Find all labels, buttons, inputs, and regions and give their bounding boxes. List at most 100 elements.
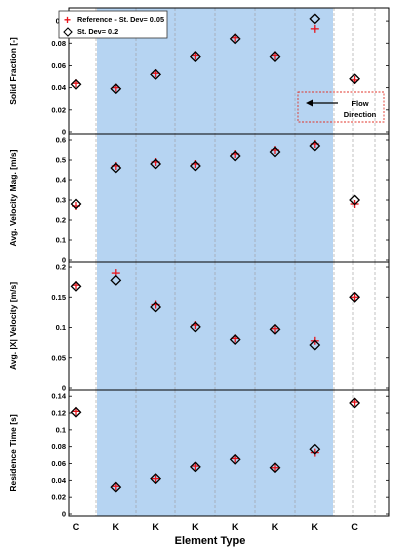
stdev-diamond-point xyxy=(189,461,201,473)
stdev-diamond-point xyxy=(110,83,122,95)
stdev-diamond-point xyxy=(70,280,82,292)
y-tick-label: 0.08 xyxy=(51,442,66,451)
y-tick-label: 0.05 xyxy=(51,353,66,362)
stdev-diamond-point xyxy=(189,160,201,172)
stdev-diamond-point xyxy=(150,68,162,80)
highlight-region xyxy=(97,134,333,262)
y-tick-label: 0.14 xyxy=(51,392,66,401)
stdev-diamond-point xyxy=(309,443,321,455)
stdev-diamond-point xyxy=(110,162,122,174)
y-tick-label: 0.06 xyxy=(51,61,66,70)
y-axis-label: Avg. |X| Velocity [m/s] xyxy=(8,282,18,370)
stdev-diamond-point xyxy=(189,321,201,333)
reference-plus-point xyxy=(350,293,359,302)
reference-plus-point xyxy=(72,407,80,416)
stdev-diamond-point xyxy=(349,194,361,206)
x-axis-label: Element Type xyxy=(175,535,246,547)
stdev-diamond-point xyxy=(70,78,82,90)
stdev-diamond-point xyxy=(110,481,122,493)
stdev-diamond-point xyxy=(349,73,361,85)
stdev-diamond-point xyxy=(150,301,162,313)
stdev-diamond-point xyxy=(150,158,162,170)
stdev-diamond-point xyxy=(229,33,241,45)
x-tick-label: C xyxy=(351,522,358,532)
stdev-diamond-point xyxy=(189,51,201,63)
legend-plus-marker: + xyxy=(64,13,71,27)
stdev-diamond-point xyxy=(110,274,122,286)
reference-plus-point xyxy=(231,454,240,463)
y-tick-label: 0.06 xyxy=(51,459,66,468)
reference-plus-point xyxy=(151,474,160,483)
y-tick-label: 0 xyxy=(62,256,66,265)
x-tick-label: K xyxy=(232,522,239,532)
stdev-diamond-point xyxy=(70,406,82,418)
stdev-diamond-point xyxy=(349,291,361,303)
legend: + Reference - St. Dev= 0.05 St. Dev= 0.2 xyxy=(58,10,168,39)
stdev-diamond-point xyxy=(349,397,361,409)
legend-box xyxy=(58,10,168,39)
x-tick-label: K xyxy=(312,522,319,532)
stdev-diamond-point xyxy=(70,198,82,210)
annotation-line1: Flow xyxy=(351,99,368,108)
reference-plus-point xyxy=(310,24,319,33)
y-tick-label: 0.08 xyxy=(51,39,66,48)
legend-reference-label: Reference - St. Dev= 0.05 xyxy=(77,15,164,24)
stdev-diamond-point xyxy=(229,150,241,162)
stdev-diamond-point xyxy=(309,140,321,152)
y-tick-label: 0.4 xyxy=(56,176,67,185)
panel-4: 0 0.02 0.04 0.06 0.08 0.1 0.12 0.14 Residence Ti… xyxy=(8,389,390,519)
y-tick-label: 0.02 xyxy=(51,493,66,502)
highlight-region xyxy=(97,262,333,390)
reference-plus-point xyxy=(271,463,279,472)
panels: 00.020.040.060.080.1Solid Fraction [-]00… xyxy=(8,7,390,519)
y-tick-label: 0 xyxy=(62,384,66,393)
arrowhead-icon xyxy=(306,99,313,107)
y-tick-label: 0.5 xyxy=(56,156,66,165)
reference-plus-point xyxy=(191,462,200,471)
legend-stdev-label: St. Dev= 0.2 xyxy=(77,27,118,36)
flow-direction-annotation: Flow Direction xyxy=(297,91,385,123)
y-tick-label: 0.04 xyxy=(51,83,66,92)
x-tick-label: K xyxy=(272,522,279,532)
y-tick-label: 0.3 xyxy=(56,196,66,205)
reference-plus-point xyxy=(271,324,279,333)
stdev-diamond-point xyxy=(309,339,321,351)
x-tick-label: K xyxy=(113,522,120,532)
y-axis-label: Avg. Velocity Mag. [m/s] xyxy=(8,149,18,246)
panel-frame xyxy=(68,389,390,517)
stdev-diamond-point xyxy=(229,334,241,346)
stdev-diamond-point xyxy=(309,13,321,25)
stdev-diamond-point xyxy=(269,323,281,335)
reference-plus-point xyxy=(310,448,319,457)
x-tick-label: K xyxy=(152,522,159,532)
stdev-diamond-point xyxy=(269,462,281,474)
panel-3: 0 0.05 0.1 0.15 0.2 Avg. |X| Velocity [m/s] xyxy=(8,261,390,393)
annotation-box xyxy=(297,91,385,123)
x-axis: Element Type C K K K K K K C xyxy=(73,522,359,547)
y-tick-label: 0.12 xyxy=(51,409,66,418)
y-tick-label: 0.6 xyxy=(56,136,66,145)
y-tick-label: 0.15 xyxy=(51,293,66,302)
y-tick-label: 0.2 xyxy=(56,216,66,225)
x-tick-label: K xyxy=(192,522,199,532)
stdev-diamond-point xyxy=(229,453,241,465)
stdev-diamond-point xyxy=(269,51,281,63)
annotation-line2: Direction xyxy=(344,110,377,119)
reference-plus-point xyxy=(350,398,359,407)
y-tick-label: 0.1 xyxy=(56,323,66,332)
y-tick-label: 0 xyxy=(62,128,66,137)
legend-diamond-marker xyxy=(63,27,73,37)
y-tick-label: 0.02 xyxy=(51,105,66,114)
y-tick-label: 0.1 xyxy=(56,425,66,434)
y-tick-label: 0.2 xyxy=(56,263,66,272)
panel-2: 0 0.1 0.2 0.3 0.4 0.5 0.6 Avg. Velocity Mag. [m… xyxy=(8,133,390,265)
y-axis-label: Solid Fraction [-] xyxy=(8,37,18,105)
y-tick-label: 0.1 xyxy=(56,236,66,245)
stdev-diamond-point xyxy=(150,473,162,485)
reference-plus-point xyxy=(111,482,120,491)
x-tick-label: C xyxy=(73,522,80,532)
y-tick-label: 0 xyxy=(62,510,66,519)
y-axis-label: Residence Time [s] xyxy=(8,414,18,491)
